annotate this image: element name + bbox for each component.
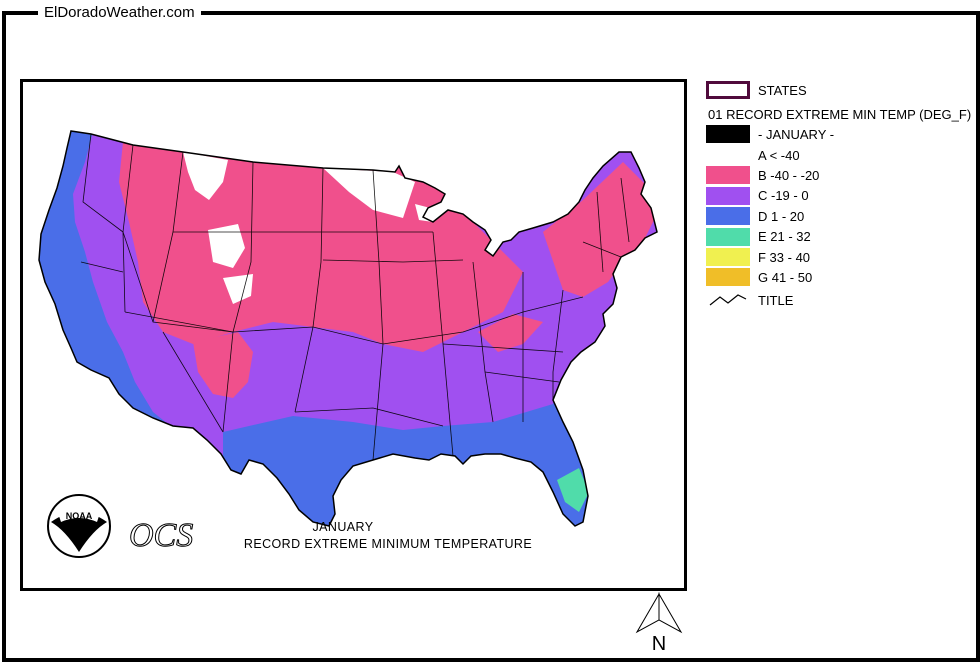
- legend-class-c-label: C -19 - 0: [758, 188, 809, 204]
- zone-b-appalachia: [478, 314, 543, 352]
- map-panel: NOAA OCS JANUARY RECORD EXTREME MINIMUM …: [20, 79, 687, 591]
- zone-g-keys: [543, 522, 573, 526]
- legend-title-label: TITLE: [758, 292, 794, 308]
- legend-class-a: A < -40: [706, 145, 800, 165]
- title-line-icon: [709, 294, 747, 306]
- map-legend: STATES 01 RECORD EXTREME MIN TEMP (DEG_F…: [706, 78, 980, 318]
- svg-text:NOAA: NOAA: [66, 511, 93, 521]
- legend-states-label: STATES: [758, 82, 807, 98]
- legend-class-f-swatch: [706, 248, 750, 266]
- legend-class-c-swatch: [706, 186, 750, 205]
- legend-class-b-label: B -40 - -20: [758, 167, 820, 183]
- legend-month-row-swatch: [706, 125, 750, 143]
- legend-title-row: TITLE: [706, 290, 793, 310]
- legend-class-c: C -19 - 0: [706, 186, 809, 206]
- legend-month-row-label: - JANUARY -: [758, 126, 835, 142]
- legend-class-d: D 1 - 20: [706, 206, 804, 226]
- legend-states-row: STATES: [706, 80, 807, 100]
- legend-class-f-label: F 33 - 40: [758, 249, 811, 265]
- legend-class-e: E 21 - 32: [706, 227, 811, 247]
- zone-white-montana: [183, 152, 228, 200]
- legend-class-g-label: G 41 - 50: [758, 269, 813, 285]
- noaa-logo: NOAA: [47, 494, 111, 558]
- legend-month-row: - JANUARY -: [706, 124, 834, 144]
- site-title: ElDoradoWeather.com: [38, 3, 201, 23]
- legend-class-a-swatch: [706, 146, 750, 164]
- states-swatch: [706, 81, 750, 99]
- ocs-logo: OCS: [129, 517, 193, 554]
- legend-class-e-swatch: [706, 227, 750, 246]
- zone-white-colorado: [223, 274, 253, 304]
- legend-layer-title: 01 RECORD EXTREME MIN TEMP (DEG_F): [708, 106, 972, 122]
- zone-b-rockies-south: [193, 332, 253, 398]
- zone-b-northeast: [543, 162, 657, 297]
- zone-white-north-dakota: [323, 168, 415, 218]
- legend-class-d-swatch: [706, 207, 750, 226]
- state-borders: [80, 133, 630, 461]
- legend-class-g-swatch: [706, 268, 750, 287]
- map-caption-title: RECORD EXTREME MINIMUM TEMPERATURE: [243, 537, 533, 551]
- zone-white-wyoming: [208, 224, 245, 268]
- legend-class-a-label: A < -40: [758, 147, 800, 163]
- legend-class-g: G 41 - 50: [706, 267, 812, 287]
- north-label: N: [652, 633, 666, 654]
- legend-class-b: B -40 - -20: [706, 165, 819, 185]
- legend-class-b-swatch: [706, 166, 750, 185]
- legend-class-f: F 33 - 40: [706, 247, 810, 267]
- map-caption-month: JANUARY: [312, 520, 374, 534]
- legend-class-e-label: E 21 - 32: [758, 229, 811, 245]
- north-arrow-icon: N: [635, 592, 683, 654]
- zone-e-florida: [557, 468, 589, 512]
- us-temperature-map: NOAA OCS: [38, 130, 658, 558]
- legend-class-d-label: D 1 - 20: [758, 208, 805, 224]
